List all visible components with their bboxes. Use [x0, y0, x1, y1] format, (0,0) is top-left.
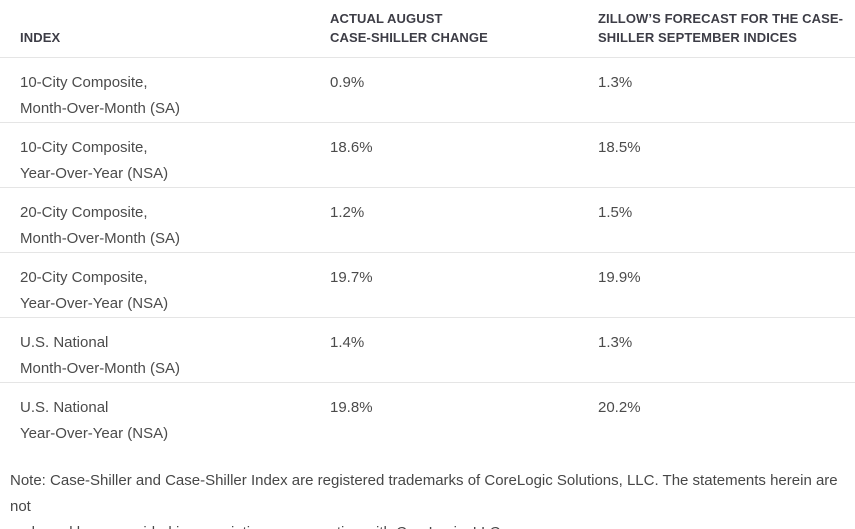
column-header-index: INDEX [20, 29, 61, 45]
index-cell: 20-City Composite, Year-Over-Year (NSA) [0, 251, 330, 317]
index-cell: 10-City Composite, Month-Over-Month (SA) [0, 56, 330, 122]
index-cell: U.S. National Year-Over-Year (NSA) [0, 381, 330, 447]
index-cell: 20-City Composite, Month-Over-Month (SA) [0, 186, 330, 252]
forecast-value-cell: 19.9% [598, 251, 855, 317]
case-shiller-forecast-table: INDEX ACTUAL AUGUST CASE-SHILLER CHANGE … [0, 0, 855, 447]
column-header-forecast: ZILLOW’S FORECAST FOR THE CASE- SHILLER … [598, 10, 844, 45]
table-row: 20-City Composite, Year-Over-Year (NSA) … [0, 251, 855, 317]
index-cell: U.S. National Month-Over-Month (SA) [0, 316, 330, 382]
actual-value-cell: 0.9% [330, 56, 598, 122]
table-row: U.S. National Year-Over-Year (NSA) 19.8%… [0, 381, 855, 447]
actual-value-cell: 1.4% [330, 316, 598, 382]
actual-value-cell: 19.8% [330, 381, 598, 447]
forecast-value-cell: 1.3% [598, 316, 855, 382]
actual-value-cell: 1.2% [330, 186, 598, 252]
footnote: Note: Case-Shiller and Case-Shiller Inde… [10, 472, 838, 529]
table-row: 10-City Composite, Month-Over-Month (SA)… [0, 56, 855, 122]
column-header-actual: ACTUAL AUGUST CASE-SHILLER CHANGE [330, 10, 488, 45]
table-row: 10-City Composite, Year-Over-Year (NSA) … [0, 121, 855, 187]
table-row: 20-City Composite, Month-Over-Month (SA)… [0, 186, 855, 252]
actual-value-cell: 19.7% [330, 251, 598, 317]
actual-value-cell: 18.6% [330, 121, 598, 187]
table-row: U.S. National Month-Over-Month (SA) 1.4%… [0, 316, 855, 382]
forecast-value-cell: 20.2% [598, 381, 855, 447]
table-header-row: INDEX ACTUAL AUGUST CASE-SHILLER CHANGE … [0, 0, 855, 57]
forecast-value-cell: 1.5% [598, 186, 855, 252]
forecast-value-cell: 18.5% [598, 121, 855, 187]
forecast-value-cell: 1.3% [598, 56, 855, 122]
index-cell: 10-City Composite, Year-Over-Year (NSA) [0, 121, 330, 187]
